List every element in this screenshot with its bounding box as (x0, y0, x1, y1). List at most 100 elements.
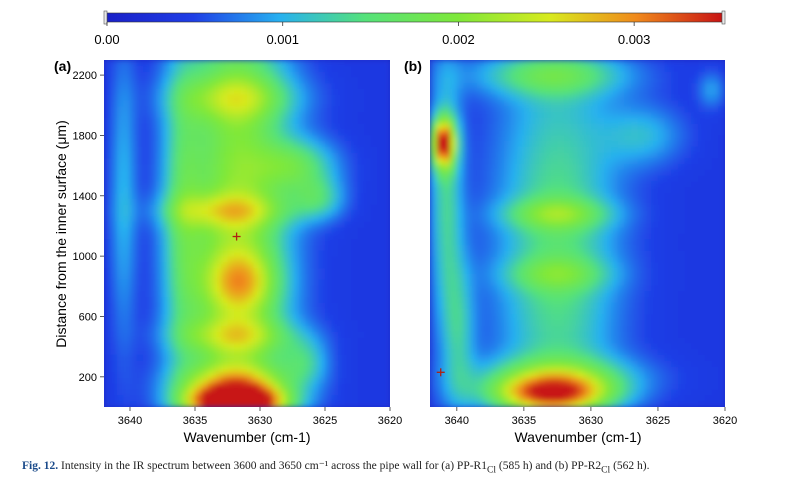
heatmap-cell (123, 378, 131, 385)
heatmap-cell (664, 297, 672, 304)
heatmap-cell (577, 308, 585, 316)
heatmap-cell (149, 302, 157, 310)
heatmap-cell (175, 268, 183, 275)
heatmap-cell (611, 262, 619, 269)
heatmap-cell (357, 349, 365, 356)
heatmap-cell (543, 60, 552, 67)
heatmap-cell (331, 331, 339, 339)
heatmap-cell (175, 181, 183, 188)
heatmap-cell (704, 193, 713, 200)
heatmap-cell (470, 158, 478, 165)
heatmap-cell (684, 354, 693, 362)
heatmap-cell (678, 94, 686, 102)
heatmap-cell (273, 123, 281, 130)
heatmap-cell (698, 135, 706, 142)
heatmap-cell (130, 187, 138, 194)
heatmap-cell (436, 250, 444, 258)
heatmap-cell (570, 123, 579, 130)
heatmap-cell (377, 314, 385, 321)
heatmap-cell (644, 326, 652, 333)
heatmap-cell (169, 158, 177, 165)
heatmap-cell (253, 71, 261, 78)
heatmap-cell (370, 378, 378, 385)
heatmap-cell (383, 372, 390, 379)
heatmap-cell (611, 331, 619, 339)
heatmap-cell (711, 123, 719, 130)
heatmap-cell (657, 262, 666, 269)
heatmap-cell (104, 204, 112, 211)
heatmap-cell (208, 112, 216, 119)
heatmap-cell (149, 314, 157, 321)
heatmap-cell (279, 210, 287, 217)
heatmap-cell (221, 221, 229, 229)
heatmap-cell (584, 297, 592, 304)
heatmap-cell (456, 354, 465, 362)
heatmap-cell (260, 302, 268, 310)
heatmap-cell (312, 349, 320, 356)
heatmap-cell (266, 395, 274, 402)
heatmap-cell (221, 117, 229, 125)
heatmap-cell (377, 372, 385, 379)
heatmap-cell (476, 360, 485, 368)
heatmap-cell (195, 383, 203, 391)
heatmap-cell (279, 71, 287, 78)
heatmap-cell (175, 389, 183, 397)
heatmap-cell (149, 308, 157, 316)
heatmap-cell (510, 158, 518, 165)
heatmap-cell (671, 233, 679, 240)
heatmap-cell (503, 239, 512, 246)
heatmap-cell (671, 354, 679, 362)
heatmap-cell (273, 233, 281, 240)
heatmap-cell (175, 395, 183, 402)
heatmap-cell (364, 372, 372, 379)
heatmap-cell (117, 354, 125, 362)
heatmap-cell (503, 175, 512, 183)
heatmap-cell (156, 372, 164, 379)
heatmap-cell (497, 94, 505, 102)
heatmap-cell (312, 204, 320, 211)
heatmap-cell (182, 383, 190, 391)
heatmap-cell (240, 129, 248, 136)
heatmap-cell (617, 88, 626, 96)
heatmap-cell (201, 354, 209, 362)
heatmap-cell (266, 71, 274, 78)
heatmap-cell (590, 71, 599, 78)
heatmap-cell (597, 193, 605, 200)
heatmap-cell (564, 106, 572, 113)
heatmap-cell (684, 302, 693, 310)
heatmap-cell (208, 83, 216, 90)
heatmap-cell (149, 175, 157, 183)
heatmap-cell (711, 77, 719, 84)
heatmap-cell (383, 314, 390, 321)
heatmap-cell (175, 233, 183, 240)
heatmap-cell (543, 106, 552, 113)
heatmap-cell (463, 117, 471, 125)
heatmap-cell (266, 227, 274, 235)
heatmap-cell (260, 129, 268, 136)
heatmap-cell (104, 71, 112, 78)
heatmap-cell (104, 227, 112, 235)
heatmap-cell (584, 100, 592, 107)
heatmap-cell (611, 285, 619, 292)
heatmap-cell (590, 268, 599, 275)
heatmap-cell (597, 94, 605, 102)
heatmap-cell (517, 94, 525, 102)
heatmap-cell (657, 302, 666, 310)
heatmap-cell (221, 383, 229, 391)
heatmap-cell (377, 308, 385, 316)
heatmap-cell (188, 314, 196, 321)
heatmap-cell (175, 250, 183, 258)
heatmap-cell (604, 320, 612, 327)
heatmap-cell (456, 94, 465, 102)
heatmap-cell (624, 326, 632, 333)
heatmap-cell (331, 360, 339, 368)
heatmap-cell (651, 331, 659, 339)
heatmap-cell (240, 326, 248, 333)
heatmap-cell (104, 372, 112, 379)
heatmap-cell (123, 146, 131, 154)
heatmap-cell (517, 233, 525, 240)
heatmap-cell (577, 279, 585, 287)
heatmap-cell (456, 152, 465, 159)
heatmap-cell (221, 129, 229, 136)
heatmap-cell (664, 187, 672, 194)
